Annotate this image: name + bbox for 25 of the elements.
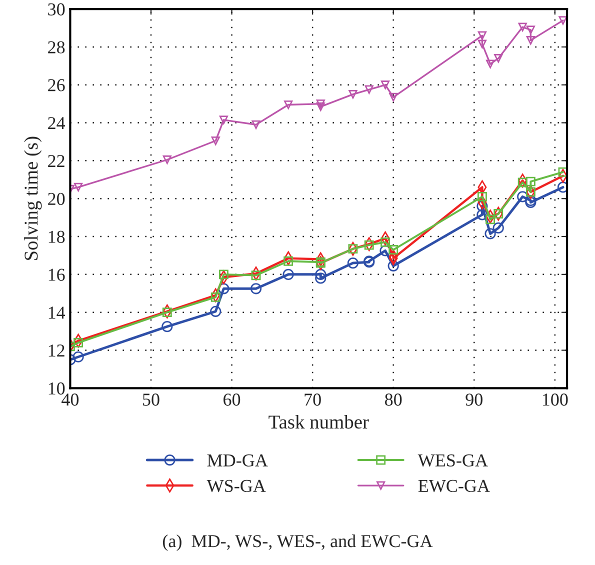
x-axis-title: Task number	[268, 414, 369, 429]
legend-label: MD-GA	[207, 454, 268, 467]
x-tick-label: 70	[304, 394, 321, 406]
y-tick-label: 10	[48, 382, 65, 395]
x-tick-label: 80	[385, 394, 402, 406]
y-tick-label: 22	[48, 154, 64, 167]
y-tick-label: 18	[48, 230, 65, 243]
y-tick-label: 30	[48, 3, 65, 16]
x-tick-label: 100	[542, 394, 568, 406]
x-tick-label: 60	[224, 394, 240, 406]
y-tick-label: 16	[48, 268, 65, 281]
y-tick-label: 20	[48, 192, 65, 206]
x-tick-label: 40	[62, 394, 79, 406]
y-tick-label: 24	[48, 117, 66, 130]
y-tick-label: 26	[48, 79, 65, 92]
y-tick-label: 14	[48, 306, 66, 319]
x-tick-label: 50	[143, 394, 160, 406]
text: (a) MD-, WS-, WES-, and EWC-GA	[162, 534, 433, 551]
legend-label: WES-GA	[418, 454, 488, 467]
legend-label: WS-GA	[206, 480, 266, 492]
y-axis-title: Solving time (s)	[24, 136, 42, 260]
legend-label: EWC-GA	[418, 480, 490, 492]
y-tick-label: 28	[48, 41, 65, 54]
y-tick-label: 12	[48, 344, 64, 357]
x-tick-label: 90	[466, 394, 482, 406]
